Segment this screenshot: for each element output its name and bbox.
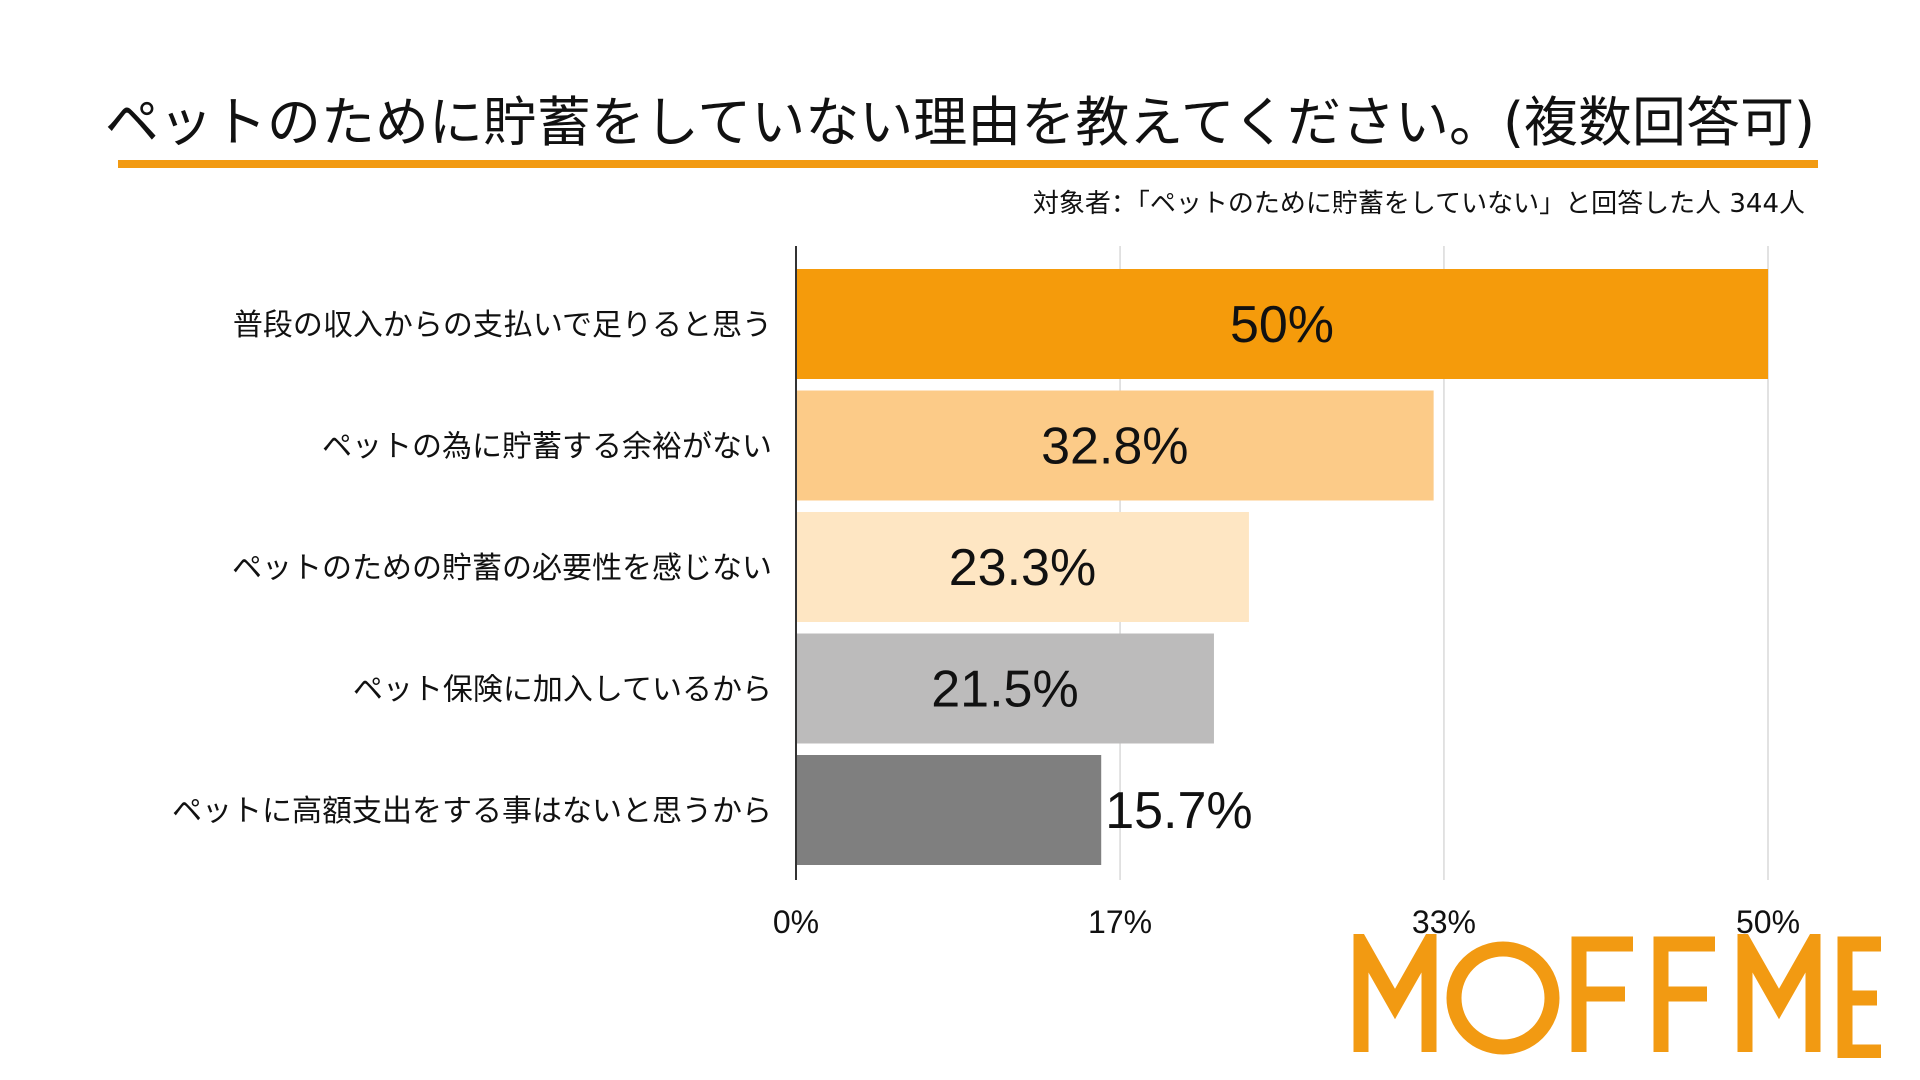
bar bbox=[796, 633, 1214, 744]
logo-wordmark bbox=[1353, 915, 1881, 1060]
data-label: 15.7% bbox=[1105, 782, 1252, 840]
chart-title: ペットのために貯蓄をしていない理由を教えてください。(複数回答可) bbox=[104, 91, 1816, 154]
moffme-logo bbox=[1353, 915, 1883, 1060]
category-label: ペットの為に貯蓄する余裕がない bbox=[322, 430, 772, 465]
data-label: 32.8% bbox=[1041, 418, 1188, 476]
bar bbox=[796, 755, 1102, 865]
category-label: 普段の収入からの支払いで足りると思う bbox=[233, 308, 772, 343]
tick-label: 17% bbox=[1088, 904, 1152, 940]
bar bbox=[796, 512, 1249, 622]
category-label: ペット保険に加入しているから bbox=[353, 673, 772, 708]
tick-label: 33% bbox=[1412, 904, 1476, 940]
title-underline bbox=[118, 160, 1818, 168]
bar bbox=[796, 269, 1768, 379]
data-label: 23.3% bbox=[949, 539, 1096, 597]
data-label: 50% bbox=[1230, 296, 1334, 354]
bar bbox=[796, 390, 1434, 501]
chart-subtitle: 対象者：「ペットのために貯蓄をしていない」と回答した人 344人 bbox=[1032, 189, 1805, 219]
category-label: ペットのための貯蓄の必要性を感じない bbox=[232, 551, 772, 586]
category-label: ペットに高額支出をする事はないと思うから bbox=[172, 794, 772, 829]
tick-label: 0% bbox=[773, 904, 819, 940]
data-label: 21.5% bbox=[931, 661, 1078, 719]
